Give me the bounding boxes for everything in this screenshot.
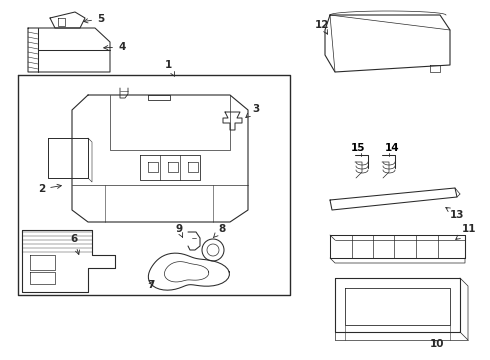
Text: 4: 4 [104, 42, 125, 52]
Text: 10: 10 [430, 339, 444, 349]
Text: 7: 7 [147, 280, 154, 290]
Text: 6: 6 [70, 234, 79, 255]
Text: 8: 8 [213, 224, 225, 238]
Text: 5: 5 [84, 14, 104, 24]
Text: 2: 2 [38, 184, 61, 194]
Text: 9: 9 [175, 224, 183, 237]
Text: 12: 12 [315, 20, 329, 34]
Text: 3: 3 [246, 104, 259, 118]
Text: 14: 14 [385, 143, 399, 153]
Text: 13: 13 [446, 207, 465, 220]
Text: 11: 11 [456, 224, 476, 239]
Text: 15: 15 [351, 143, 365, 153]
Text: 1: 1 [165, 60, 174, 76]
